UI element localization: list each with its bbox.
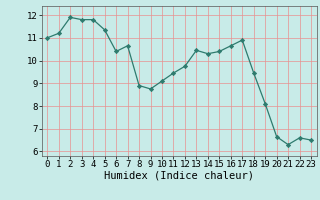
X-axis label: Humidex (Indice chaleur): Humidex (Indice chaleur) [104, 171, 254, 181]
